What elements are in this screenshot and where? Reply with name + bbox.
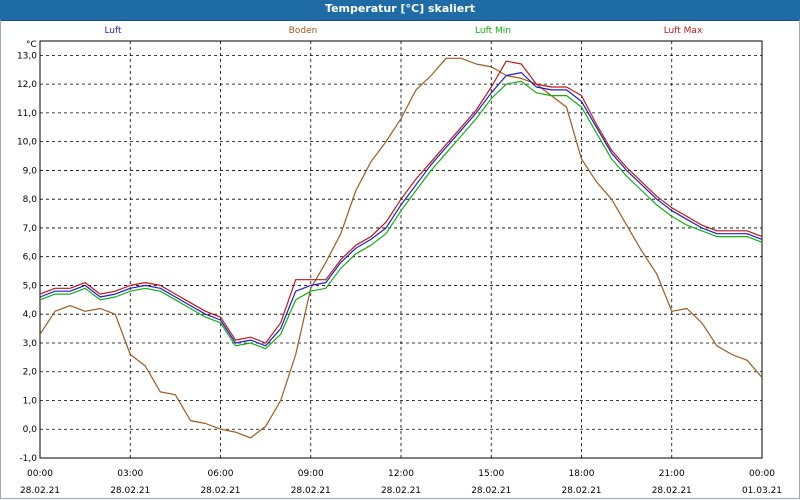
- y-tick-label: 0,0: [23, 425, 38, 435]
- grid-lines: [39, 41, 763, 459]
- x-tick-time-label: 06:00: [208, 469, 234, 479]
- x-tick-date-label: 28.02.21: [561, 486, 601, 496]
- plot-area: [39, 40, 763, 459]
- y-tick-label: 6,0: [23, 253, 38, 263]
- y-tick-label: 1,0: [23, 396, 38, 406]
- series-line-1: [39, 57, 763, 439]
- x-tick-date-label: 28.02.21: [110, 486, 150, 496]
- x-tick-date-label: 28.02.21: [471, 486, 511, 496]
- x-tick-time-label: 00:00: [27, 469, 53, 479]
- x-tick-time-label: 18:00: [569, 469, 595, 479]
- x-tick-date-label: 28.02.21: [20, 486, 60, 496]
- x-tick-labels: 00:00 28.02.21 03:00 28.02.21 06:00 28.02.21 0…: [20, 469, 782, 496]
- x-tick-date-label: 28.02.21: [381, 486, 421, 496]
- y-tick-label: 7,0: [23, 224, 38, 234]
- y-tick-label: 4,0: [23, 310, 38, 320]
- window-title: Temperatur [°C] skaliert: [325, 2, 475, 15]
- y-axis-label: °C: [26, 40, 37, 50]
- x-tick-date-label: 28.02.21: [200, 486, 240, 496]
- y-tick-label: 8,0: [23, 195, 38, 205]
- x-tick-time-label: 21:00: [659, 469, 685, 479]
- y-tick-label: 12,0: [17, 80, 37, 90]
- y-tick-label: 13,0: [17, 51, 37, 61]
- legend: Luft Boden Luft Min Luft Max: [104, 26, 703, 36]
- series-lines: [39, 57, 763, 439]
- x-tick-date-label: 28.02.21: [652, 486, 692, 496]
- x-tick-date-label: 28.02.21: [291, 486, 331, 496]
- legend-entry-3: Luft Max: [664, 26, 703, 36]
- y-tick-label: 2,0: [23, 368, 38, 378]
- y-tick-labels: -1,0 0,0 1,0 2,0 3,0 4,0 5,0 6,0 7,0 8,0 9,0 10,0 11…: [17, 51, 37, 464]
- x-tick-time-label: 03:00: [117, 469, 143, 479]
- y-tick-label: 5,0: [23, 281, 38, 291]
- title-bar: Temperatur [°C] skaliert: [0, 0, 800, 21]
- series-line-0: [39, 71, 763, 347]
- series-line-3: [39, 60, 763, 344]
- y-tick-label: 9,0: [23, 166, 38, 176]
- y-tick-label: 11,0: [17, 109, 37, 119]
- x-tick-time-label: 09:00: [298, 469, 324, 479]
- series-line-2: [39, 80, 763, 350]
- y-tick-label: 3,0: [23, 339, 38, 349]
- legend-entry-2: Luft Min: [475, 26, 511, 36]
- y-tick-label: 10,0: [17, 138, 37, 148]
- legend-entry-0: Luft: [104, 26, 122, 36]
- y-tick-label: -1,0: [19, 454, 37, 464]
- legend-entry-1: Boden: [289, 26, 318, 36]
- x-tick-time-label: 15:00: [478, 469, 504, 479]
- x-tick-time-label: 00:00: [749, 469, 775, 479]
- x-tick-date-label: 01.03.21: [742, 486, 782, 496]
- x-tick-time-label: 12:00: [388, 469, 414, 479]
